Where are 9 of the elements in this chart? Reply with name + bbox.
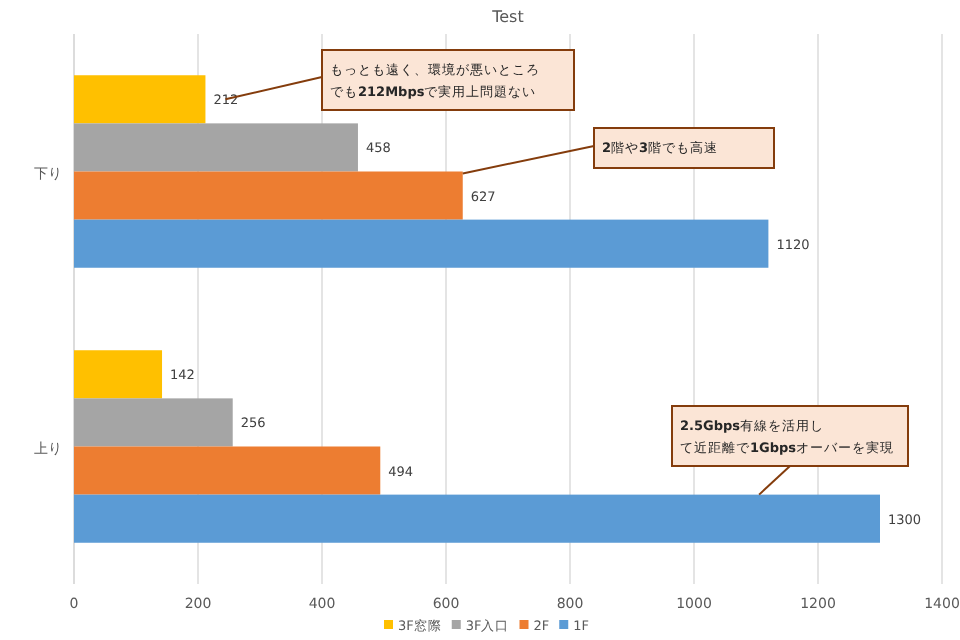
bar <box>74 123 358 172</box>
bar <box>74 494 880 543</box>
bar <box>74 171 463 220</box>
bar <box>74 446 381 495</box>
bar <box>74 219 769 268</box>
bar <box>74 75 206 124</box>
chart-title: Test <box>490 8 524 26</box>
bar <box>74 350 163 399</box>
bar <box>74 398 233 447</box>
